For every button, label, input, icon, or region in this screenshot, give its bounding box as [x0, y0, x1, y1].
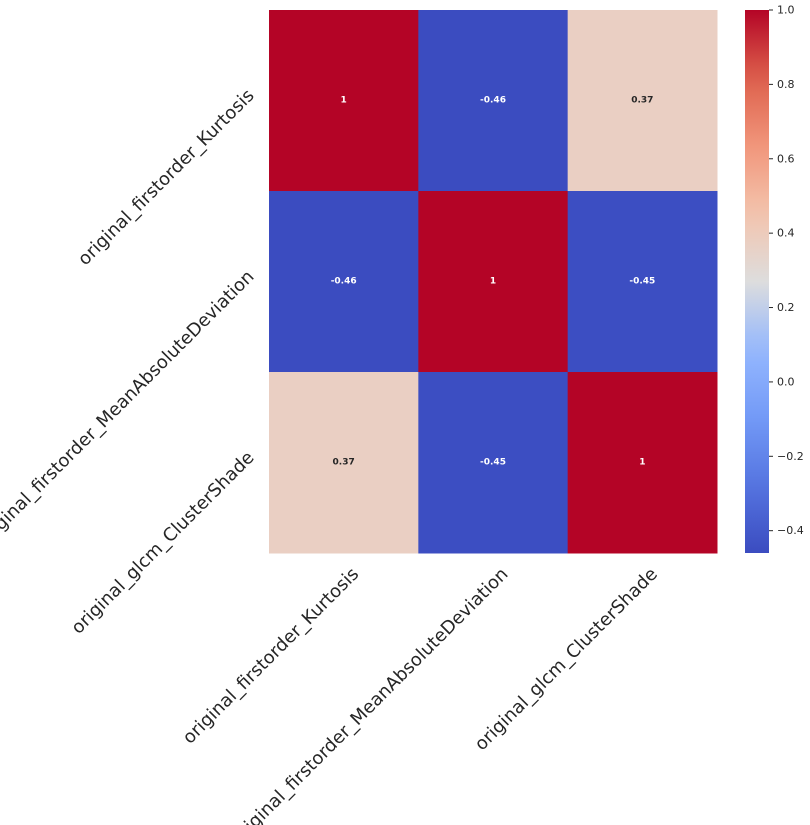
y-tick-label-1: original_firstorder_MeanAbsoluteDeviatio… — [0, 266, 259, 551]
heatmap-cell-r2-c1 — [418, 372, 569, 554]
cell-annotation-r2-c0: 0.37 — [333, 458, 355, 468]
cell-annotation-r2-c1: -0.45 — [480, 458, 506, 468]
x-tick-label-1: original_firstorder_MeanAbsoluteDeviatio… — [227, 564, 512, 825]
colorbar-tick-label-4: 0.4 — [777, 227, 795, 240]
x-tick-label-2: original_glcm_ClusterShade — [471, 564, 662, 755]
colorbar-tick-label-5: 0.6 — [777, 152, 795, 165]
heatmap-cell-r0-c2 — [567, 10, 718, 192]
x-tick-label-0: original_firstorder_Kurtosis — [179, 564, 364, 749]
cell-annotation-r2-c2: 1 — [639, 458, 645, 468]
colorbar-tick-label-3: 0.2 — [777, 301, 795, 314]
y-tick-label-2: original_glcm_ClusterShade — [67, 447, 258, 638]
colorbar-tick-label-1: −0.2 — [777, 450, 804, 463]
cell-annotation-r0-c1: -0.46 — [480, 96, 506, 106]
colorbar-ticks: −0.4 −0.2 0.0 0.2 0.4 0.6 0.8 1.0 — [769, 4, 804, 537]
colorbar-tick-label-0: −0.4 — [777, 524, 804, 537]
cell-annotation-r1-c2: -0.45 — [629, 277, 655, 287]
cell-annotation-r0-c0: 1 — [341, 96, 347, 106]
heatmap-cell-r1-c0 — [269, 191, 419, 373]
heatmap-cell-r0-c0 — [269, 10, 419, 192]
colorbar-tick-label-6: 0.8 — [777, 78, 795, 91]
colorbar-tick-label-7: 1.0 — [777, 4, 795, 17]
heatmap-cell-r2-c2 — [567, 372, 718, 554]
heatmap-cell-r1-c1 — [418, 191, 569, 373]
cell-annotation-r1-c0: -0.46 — [331, 277, 357, 287]
y-tick-label-0: original_firstorder_Kurtosis — [74, 85, 259, 270]
heatmap-annotations: 1 -0.46 0.37 -0.46 1 -0.45 0.37 -0.45 1 — [331, 96, 656, 468]
colorbar-tick-label-2: 0.0 — [777, 375, 795, 388]
heatmap-cell-r0-c1 — [418, 10, 569, 192]
x-axis-tick-labels: original_firstorder_Kurtosisoriginal_fir… — [179, 564, 662, 825]
heatmap-cells — [269, 10, 718, 554]
heatmap-cell-r1-c2 — [567, 191, 718, 373]
cell-annotation-r1-c1: 1 — [490, 277, 496, 287]
colorbar — [745, 10, 769, 553]
y-axis-tick-labels: original_firstorder_Kurtosisoriginal_fir… — [0, 85, 259, 638]
cell-annotation-r0-c2: 0.37 — [631, 96, 653, 106]
heatmap-cell-r2-c0 — [269, 372, 419, 554]
